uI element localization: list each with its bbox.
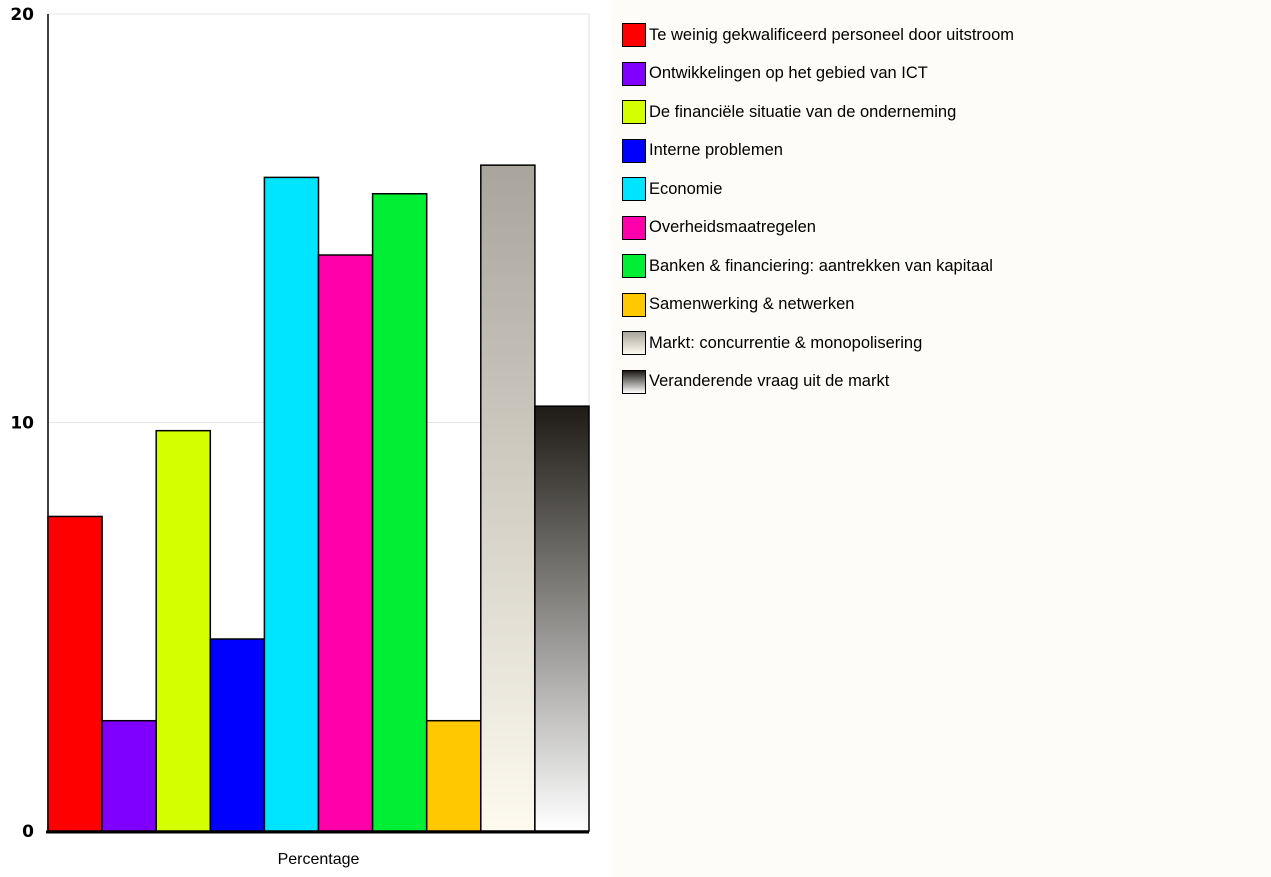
- legend-label: Banken & financiering: aantrekken van ka…: [649, 256, 993, 275]
- legend-item: Economie: [622, 170, 1014, 209]
- legend-label: De financiële situatie van de ondernemin…: [649, 102, 957, 121]
- legend-swatch: [622, 177, 646, 202]
- legend-swatch: [622, 23, 646, 48]
- bar-7: [371, 192, 428, 832]
- legend-item: Veranderende vraag uit de markt: [622, 363, 1014, 402]
- legend-label: Ontwikkelingen op het gebied van ICT: [649, 64, 928, 83]
- legend-item: Overheidsmaatregelen: [622, 209, 1014, 248]
- bar-3: [155, 429, 212, 832]
- legend-label: Te weinig gekwalificeerd personeel door …: [649, 25, 1015, 44]
- legend-swatch: [622, 369, 646, 394]
- legend-swatch: [622, 61, 646, 86]
- legend-item: Ontwikkelingen op het gebied van ICT: [622, 55, 1014, 94]
- y-tick-label: 10: [10, 414, 34, 434]
- legend-label: Samenwerking & netwerken: [649, 295, 855, 314]
- legend-swatch: [622, 254, 646, 279]
- legend-label: Interne problemen: [649, 141, 783, 160]
- bar-6: [317, 254, 374, 832]
- legend-item: Te weinig gekwalificeerd personeel door …: [622, 16, 1014, 55]
- bar-10: [534, 405, 590, 832]
- legend: Te weinig gekwalificeerd personeel door …: [622, 16, 1014, 401]
- legend-item: Samenwerking & netwerken: [622, 286, 1014, 325]
- legend-swatch: [622, 292, 646, 317]
- bar-chart: 0 10 20 Percentage: [10, 5, 590, 868]
- legend-item: De financiële situatie van de ondernemin…: [622, 93, 1014, 132]
- bar-1: [47, 515, 103, 832]
- legend-swatch: [622, 100, 646, 125]
- bar-2: [101, 719, 157, 832]
- legend-swatch: [622, 138, 646, 163]
- legend-item: Markt: concurrentie & monopolisering: [622, 324, 1014, 363]
- y-tick-label: 0: [22, 822, 34, 842]
- legend-item: Banken & financiering: aantrekken van ka…: [622, 247, 1014, 286]
- legend-item: Interne problemen: [622, 132, 1014, 171]
- y-tick-label: 20: [10, 5, 34, 25]
- legend-label: Overheidsmaatregelen: [649, 218, 816, 237]
- legend-panel: [611, 0, 1271, 877]
- legend-label: Veranderende vraag uit de markt: [649, 372, 890, 391]
- bar-8: [425, 719, 482, 832]
- legend-label: Markt: concurrentie & monopolisering: [649, 333, 923, 352]
- legend-swatch: [622, 331, 646, 356]
- bar-5: [263, 176, 320, 832]
- legend-swatch: [622, 215, 646, 240]
- bar-4: [209, 638, 266, 832]
- x-axis-label: Percentage: [278, 851, 360, 868]
- bar-9: [480, 164, 536, 832]
- legend-label: Economie: [649, 179, 723, 198]
